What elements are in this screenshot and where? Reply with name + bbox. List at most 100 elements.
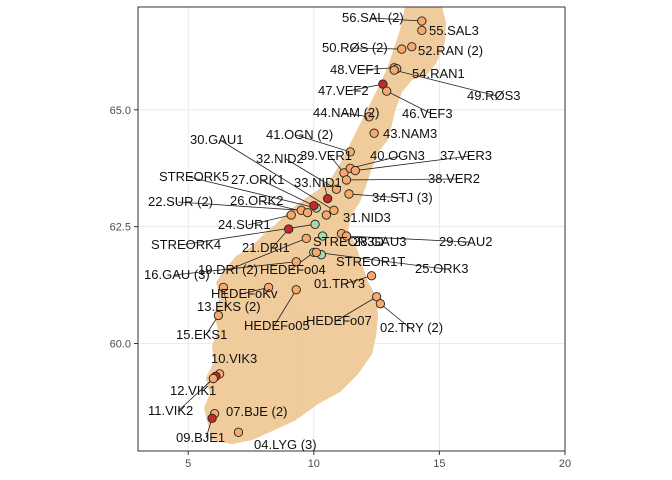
sample-point[interactable] bbox=[291, 285, 301, 295]
leader-line bbox=[394, 69, 498, 97]
sample-point[interactable] bbox=[263, 282, 274, 293]
leader-line bbox=[347, 83, 383, 92]
point-label: 31.NID3 bbox=[343, 210, 391, 225]
sample-point[interactable] bbox=[302, 207, 313, 218]
leader-line bbox=[346, 235, 470, 243]
sample-point[interactable] bbox=[317, 231, 328, 241]
sample-point[interactable] bbox=[322, 193, 333, 204]
leader-line bbox=[188, 176, 317, 209]
point-label: 52.RAN (2) bbox=[418, 43, 483, 58]
leader-line bbox=[285, 158, 337, 190]
leader-line bbox=[348, 193, 403, 199]
sample-point[interactable] bbox=[310, 219, 320, 229]
point-label: 02.TRY (2) bbox=[380, 320, 443, 335]
sample-point[interactable] bbox=[309, 200, 319, 211]
sample-point[interactable] bbox=[329, 205, 339, 215]
point-label: 28.GAU3 bbox=[353, 234, 406, 249]
leader-line bbox=[355, 155, 471, 171]
sample-point[interactable] bbox=[284, 224, 294, 234]
point-label: STREORK5 bbox=[159, 169, 229, 184]
sample-point[interactable] bbox=[389, 65, 399, 75]
point-label: 07.BJE (2) bbox=[226, 404, 287, 419]
sample-point[interactable] bbox=[369, 128, 379, 138]
point-label: 21.DRI1 bbox=[242, 240, 290, 255]
point-label: STREOR1T bbox=[336, 254, 405, 269]
sample-points bbox=[207, 16, 427, 437]
leader-line bbox=[359, 67, 395, 71]
leader-line bbox=[219, 139, 335, 211]
x-tick-label: 10 bbox=[308, 458, 320, 470]
point-label: 32.NID2 bbox=[256, 151, 304, 166]
point-label: 37.VER3 bbox=[440, 148, 492, 163]
x-tick-label: 15 bbox=[433, 458, 445, 470]
point-label: 43.NAM3 bbox=[383, 126, 437, 141]
leader-line bbox=[289, 252, 315, 271]
sample-point[interactable] bbox=[371, 292, 382, 302]
point-label: 04.LYG (3) bbox=[254, 437, 317, 452]
sample-point[interactable] bbox=[208, 373, 219, 384]
leader-line bbox=[295, 134, 351, 153]
sample-point[interactable] bbox=[331, 184, 342, 194]
point-label: 40.OGN3 bbox=[370, 148, 425, 163]
point-label: 47.VEF2 bbox=[318, 83, 369, 98]
sample-point[interactable] bbox=[291, 257, 301, 267]
point-label: 16.GAU (3) bbox=[144, 267, 210, 282]
sample-point[interactable] bbox=[301, 233, 311, 243]
point-label: HEDEFo07 bbox=[306, 313, 372, 328]
y-tick-label: 65.0 bbox=[110, 105, 131, 117]
leader-line bbox=[260, 179, 314, 206]
point-label: 44.NAM (2) bbox=[313, 105, 379, 120]
sample-point[interactable] bbox=[366, 271, 377, 281]
point-label: 49.RØS3 bbox=[467, 88, 520, 103]
point-label: HEDEFoKv bbox=[211, 286, 278, 301]
x-tick-label: 20 bbox=[559, 458, 571, 470]
point-label: 54.RAN1 bbox=[412, 66, 465, 81]
point-label: 48.VEF1 bbox=[330, 62, 381, 77]
sample-point[interactable] bbox=[286, 210, 296, 220]
sample-point[interactable] bbox=[311, 247, 321, 258]
leader-line bbox=[173, 261, 297, 276]
leader-line bbox=[316, 251, 446, 270]
sample-point[interactable] bbox=[382, 86, 392, 96]
sample-point[interactable] bbox=[378, 79, 388, 89]
sample-point[interactable] bbox=[233, 427, 244, 437]
y-tick-label: 62.5 bbox=[110, 222, 131, 234]
panel-border bbox=[137, 6, 566, 452]
sample-point[interactable] bbox=[341, 231, 352, 241]
sample-point[interactable] bbox=[345, 147, 355, 157]
leader-line bbox=[371, 17, 422, 22]
point-label: 33.NID1 bbox=[294, 175, 342, 190]
y-tick-label: 60.0 bbox=[110, 339, 131, 351]
leader-line bbox=[177, 378, 214, 412]
sample-point[interactable] bbox=[218, 282, 229, 293]
point-label: STREORK4 bbox=[151, 237, 221, 252]
sample-point[interactable] bbox=[417, 16, 427, 26]
leader-line bbox=[351, 47, 402, 50]
leader-line bbox=[346, 178, 459, 181]
sample-point[interactable] bbox=[407, 42, 417, 52]
leader-line bbox=[177, 201, 302, 211]
sample-point[interactable] bbox=[350, 165, 360, 176]
sample-point[interactable] bbox=[364, 112, 374, 122]
leader-line bbox=[380, 303, 411, 329]
leader-line bbox=[335, 296, 377, 322]
point-label: HEDEFo04 bbox=[260, 262, 326, 277]
leader-line bbox=[227, 237, 307, 271]
sample-point[interactable] bbox=[375, 299, 386, 309]
axis-ticks: 5 10 15 20 60.0 62.5 65.0 bbox=[110, 105, 572, 470]
sample-point[interactable] bbox=[321, 210, 332, 220]
point-label: 38.VER2 bbox=[428, 171, 480, 186]
sample-point[interactable] bbox=[397, 44, 407, 54]
leader-line bbox=[343, 275, 372, 285]
point-label: 34.STJ (3) bbox=[372, 190, 433, 205]
point-label: STREOR3D bbox=[313, 234, 384, 249]
sample-point[interactable] bbox=[207, 413, 217, 423]
sample-point[interactable] bbox=[213, 310, 224, 321]
sample-point[interactable] bbox=[417, 25, 427, 36]
sample-point[interactable] bbox=[344, 189, 354, 199]
leader-line bbox=[350, 155, 401, 169]
leader-line bbox=[240, 287, 269, 295]
point-label: 41.OGN (2) bbox=[266, 127, 333, 142]
x-tick-label: 5 bbox=[185, 458, 191, 470]
sample-point[interactable] bbox=[341, 175, 352, 185]
